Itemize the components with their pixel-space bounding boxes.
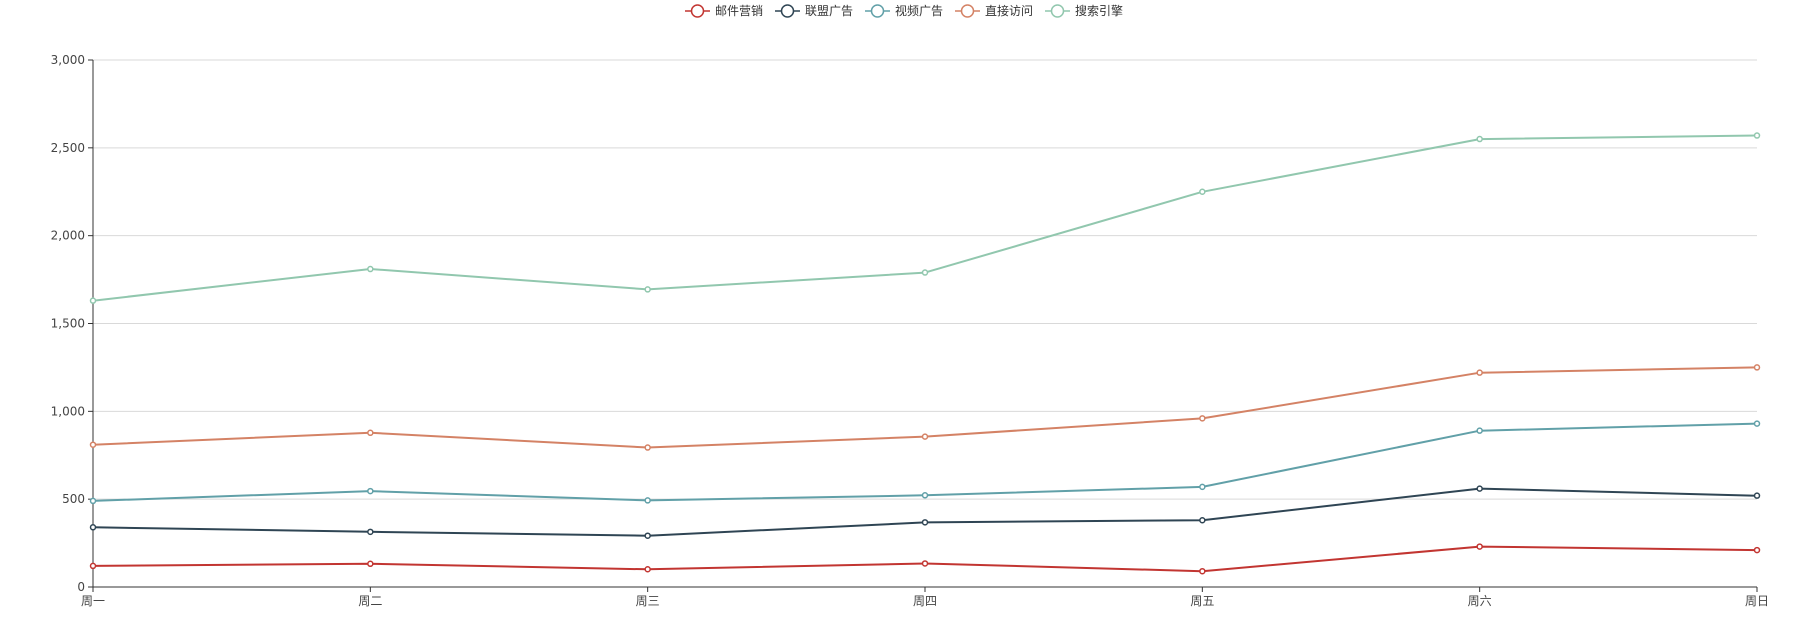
axes: 0 500 1,000 1,500 2,000 2,500 3,000 周一 周二 周三 周四 周五 周… [51,53,1769,608]
data-point[interactable] [1476,543,1483,550]
data-point[interactable] [921,492,929,499]
y-tick-label: 1,000 [51,404,85,418]
series-直接访问 [89,364,1761,451]
x-tick-label: 周二 [358,594,382,608]
data-point[interactable] [1753,364,1761,371]
series-搜索引擎 [89,132,1761,304]
legend-item[interactable]: 直接访问 [955,3,1033,18]
data-point[interactable] [644,444,651,451]
series-邮件营销 [89,543,1761,575]
series-line [92,134,1758,302]
data-point[interactable] [1199,516,1206,524]
grid [93,59,1757,500]
x-tick-label: 周一 [81,594,105,608]
legend-marker [960,4,975,18]
data-point[interactable] [89,562,97,570]
legend-marker [1050,4,1065,18]
data-point[interactable] [1199,567,1206,575]
data-point[interactable] [367,487,374,495]
data-point[interactable] [921,433,929,440]
legend-marker [780,4,795,18]
legend-item[interactable]: 联盟广告 [775,4,853,18]
data-point[interactable] [921,519,929,526]
data-point[interactable] [367,528,374,536]
legend-item[interactable]: 视频广告 [865,3,943,18]
data-point[interactable] [1199,188,1206,195]
legend-label: 搜索引擎 [1075,3,1123,18]
data-point[interactable] [89,497,97,505]
data-point[interactable] [1199,483,1206,491]
data-point[interactable] [644,566,651,573]
y-tick-label: 2,500 [51,141,85,155]
x-tick-label: 周五 [1190,594,1214,608]
data-point[interactable] [1476,369,1483,376]
data-point[interactable] [644,286,651,293]
x-tick-label: 周日 [1745,594,1769,608]
y-tick-label: 3,000 [51,53,85,67]
series-联盟广告 [89,485,1761,539]
y-tick-label: 1,500 [51,317,85,331]
x-tick-label: 周六 [1468,594,1492,608]
data-point[interactable] [1199,415,1206,422]
data-point[interactable] [89,441,97,448]
data-point[interactable] [1476,135,1483,143]
data-point[interactable] [367,265,374,273]
data-point[interactable] [921,560,929,567]
legend-marker [690,4,705,18]
data-point[interactable] [1753,132,1761,139]
legend-label: 视频广告 [895,3,943,18]
y-tick-label: 2,000 [51,229,85,243]
data-point[interactable] [89,297,97,304]
data-point[interactable] [644,497,651,504]
legend-label: 邮件营销 [715,4,763,18]
data-point[interactable] [1476,427,1483,434]
data-point[interactable] [367,560,374,568]
data-point[interactable] [921,269,929,276]
data-point[interactable] [1476,485,1483,492]
series-lines [89,132,1761,575]
x-tick-label: 周四 [913,594,937,608]
legend-marker [870,4,885,18]
x-tick-label: 周三 [636,594,660,608]
y-tick-label: 500 [62,492,85,506]
data-point[interactable] [1753,492,1761,499]
data-point[interactable] [367,429,374,437]
legend[interactable]: 邮件营销 联盟广告 视频广告 直接访问 搜索引擎 [685,3,1123,18]
data-point[interactable] [89,524,97,531]
y-tick-label: 0 [77,580,85,594]
data-point[interactable] [1753,546,1761,554]
legend-label: 联盟广告 [805,4,853,18]
legend-label: 直接访问 [985,3,1033,18]
series-视频广告 [89,420,1761,505]
data-point[interactable] [644,532,651,539]
legend-item[interactable]: 邮件营销 [685,4,763,18]
series-line [92,545,1758,573]
legend-item[interactable]: 搜索引擎 [1045,3,1123,18]
data-point[interactable] [1753,420,1761,427]
